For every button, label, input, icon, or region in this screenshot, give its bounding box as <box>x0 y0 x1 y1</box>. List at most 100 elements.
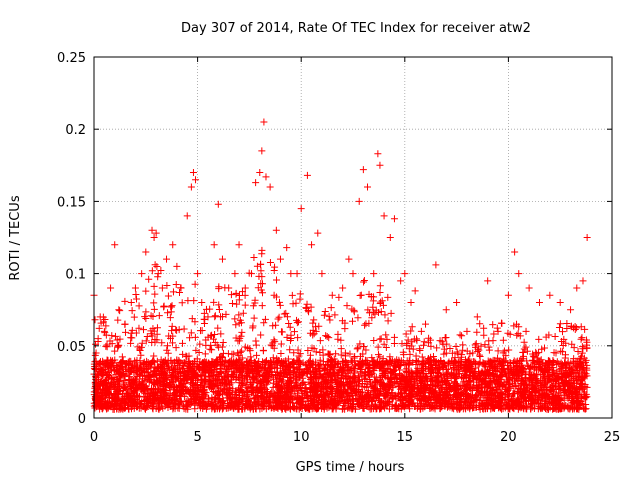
data-point <box>151 306 158 313</box>
data-point <box>511 248 518 255</box>
data-point <box>376 289 383 296</box>
data-point <box>214 325 221 332</box>
data-point <box>196 341 203 348</box>
data-point <box>421 338 428 345</box>
data-point <box>276 299 283 306</box>
data-point <box>326 313 333 320</box>
data-point <box>287 270 294 277</box>
data-point <box>405 337 412 344</box>
data-point <box>252 179 259 186</box>
data-point <box>422 321 429 328</box>
data-point <box>356 198 363 205</box>
data-point <box>418 328 425 335</box>
data-point <box>391 334 398 341</box>
data-point <box>260 347 267 354</box>
data-point <box>573 285 580 292</box>
data-point <box>526 285 533 292</box>
data-point <box>557 299 564 306</box>
data-point <box>480 325 487 332</box>
data-point <box>536 299 543 306</box>
data-point <box>150 299 157 306</box>
data-point <box>559 328 566 335</box>
data-point <box>374 150 381 157</box>
data-point <box>170 288 177 295</box>
data-point <box>262 173 269 180</box>
data-point <box>403 330 410 337</box>
data-point <box>277 302 284 309</box>
data-point <box>273 227 280 234</box>
data-point <box>546 292 553 299</box>
data-point <box>350 270 357 277</box>
data-point <box>276 314 283 321</box>
data-point <box>361 322 368 329</box>
data-point <box>304 172 311 179</box>
data-points <box>91 118 591 412</box>
data-point <box>247 353 254 360</box>
data-point <box>114 317 121 324</box>
data-point <box>341 325 348 332</box>
data-point <box>121 298 128 305</box>
data-point <box>361 277 368 284</box>
data-point <box>343 302 350 309</box>
data-point <box>165 292 172 299</box>
data-point <box>335 294 342 301</box>
data-point <box>490 337 497 344</box>
data-point <box>391 215 398 222</box>
data-point <box>425 335 432 342</box>
data-point <box>388 310 395 317</box>
data-point <box>382 331 389 338</box>
data-point <box>458 332 465 339</box>
data-point <box>473 329 480 336</box>
data-point <box>474 313 481 320</box>
data-point <box>376 162 383 169</box>
data-point <box>322 332 329 339</box>
data-point <box>304 301 311 308</box>
data-point <box>360 279 367 286</box>
data-point <box>96 325 103 332</box>
data-point <box>409 323 416 330</box>
data-point <box>370 270 377 277</box>
data-point <box>201 320 208 327</box>
data-point <box>457 331 464 338</box>
data-point <box>556 324 563 331</box>
data-point <box>287 324 294 331</box>
data-point <box>326 316 333 323</box>
data-point <box>283 244 290 251</box>
data-point <box>271 264 278 271</box>
data-point <box>552 333 559 340</box>
data-point <box>484 277 491 284</box>
data-point <box>401 270 408 277</box>
data-point <box>132 291 139 298</box>
data-point <box>317 337 324 344</box>
data-point <box>231 315 238 322</box>
data-point <box>216 306 223 313</box>
data-point <box>176 289 183 296</box>
data-point <box>260 118 267 125</box>
data-point <box>381 311 388 318</box>
data-point <box>325 334 332 341</box>
data-point <box>153 263 160 270</box>
data-point <box>273 277 280 284</box>
data-point <box>169 323 176 330</box>
chart-title: Day 307 of 2014, Rate Of TEC Index for r… <box>181 21 531 36</box>
data-point <box>111 348 118 355</box>
data-point <box>128 334 135 341</box>
data-point <box>131 314 138 321</box>
data-point <box>324 333 331 340</box>
data-point <box>228 351 235 358</box>
data-point <box>151 283 158 290</box>
data-point <box>188 329 195 336</box>
data-point <box>242 302 249 309</box>
data-point <box>251 315 258 322</box>
data-point <box>257 261 264 268</box>
data-point <box>228 291 235 298</box>
data-point <box>258 247 265 254</box>
data-point <box>294 270 301 277</box>
data-point <box>322 308 329 315</box>
data-point <box>258 147 265 154</box>
data-point <box>142 248 149 255</box>
data-point <box>432 261 439 268</box>
data-point <box>370 337 377 344</box>
data-point <box>277 350 284 357</box>
data-point <box>215 201 222 208</box>
